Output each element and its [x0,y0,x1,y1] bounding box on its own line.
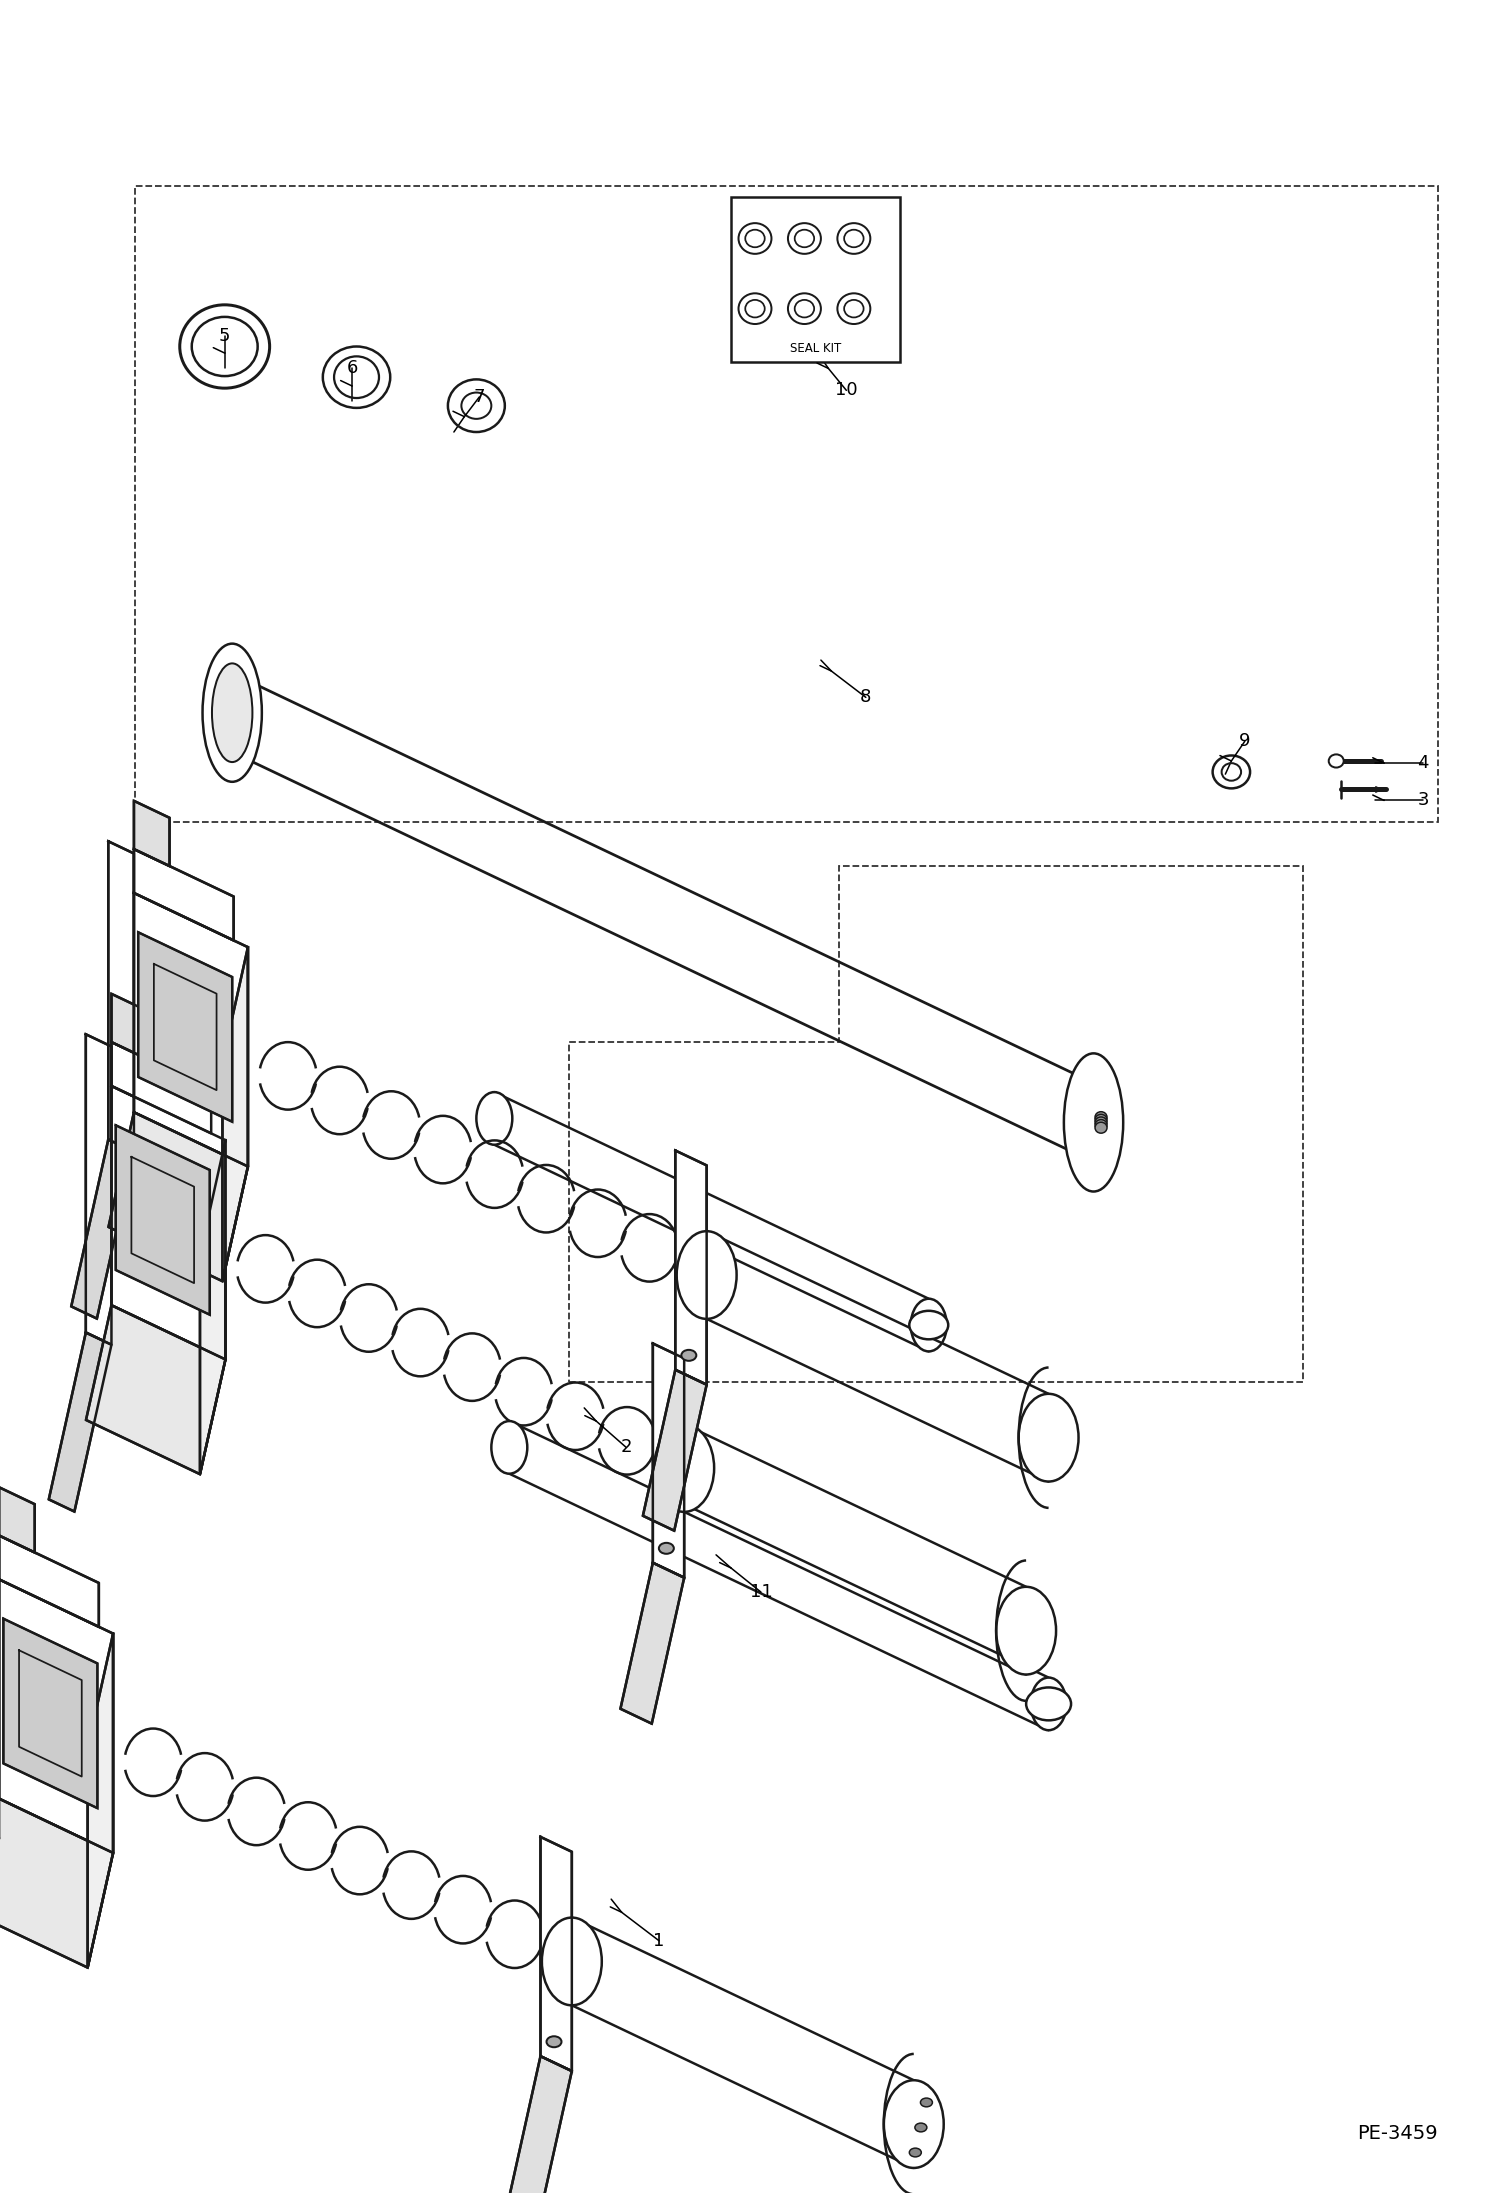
Ellipse shape [1095,1112,1107,1123]
Text: 5: 5 [219,327,231,344]
Ellipse shape [202,645,262,783]
Polygon shape [85,1035,111,1344]
Ellipse shape [1095,1116,1107,1127]
Text: 1: 1 [653,1932,665,1950]
Polygon shape [85,1305,225,1474]
Ellipse shape [996,1588,1056,1675]
Polygon shape [508,2057,572,2193]
Polygon shape [3,1618,97,1809]
Polygon shape [653,1344,685,1577]
Text: SEAL KIT: SEAL KIT [789,342,842,355]
Ellipse shape [677,1230,737,1318]
Polygon shape [0,1535,99,1627]
Text: 2: 2 [620,1439,632,1456]
Ellipse shape [909,1311,948,1340]
Ellipse shape [884,2081,944,2169]
Polygon shape [111,1042,211,1134]
Polygon shape [115,1125,210,1316]
Polygon shape [111,993,147,1059]
Polygon shape [541,1838,572,2070]
Text: PE-3459: PE-3459 [1357,2125,1438,2143]
Ellipse shape [655,1423,715,1511]
Polygon shape [87,1634,112,1967]
Ellipse shape [911,1298,947,1351]
Polygon shape [222,947,247,1281]
Polygon shape [138,932,232,1123]
Polygon shape [108,842,133,1151]
Polygon shape [676,1151,707,1384]
Text: 11: 11 [749,1583,773,1601]
Polygon shape [643,1371,707,1531]
Ellipse shape [1095,1114,1107,1125]
Ellipse shape [659,1544,674,1555]
Polygon shape [108,1112,247,1281]
Text: 10: 10 [834,382,858,399]
Polygon shape [72,1140,133,1318]
Ellipse shape [1095,1123,1107,1134]
Ellipse shape [1064,1053,1124,1191]
Polygon shape [0,1579,112,1853]
Ellipse shape [476,1092,512,1145]
Polygon shape [133,800,169,866]
Ellipse shape [915,2123,927,2132]
Ellipse shape [547,2037,562,2048]
Ellipse shape [213,662,252,761]
Polygon shape [199,1140,225,1474]
Text: 7: 7 [473,388,485,406]
Text: 4: 4 [1417,754,1429,772]
Ellipse shape [920,2099,932,2107]
Polygon shape [111,1086,225,1360]
Ellipse shape [491,1421,527,1474]
Polygon shape [0,1798,112,1967]
Ellipse shape [1031,1678,1067,1730]
Ellipse shape [1095,1121,1107,1132]
Text: 3: 3 [1417,792,1429,809]
Ellipse shape [1019,1395,1079,1482]
Ellipse shape [1329,754,1344,768]
Polygon shape [133,849,234,941]
Ellipse shape [542,1917,602,2004]
Polygon shape [133,893,247,1167]
Polygon shape [0,1487,34,1553]
Bar [135,186,1438,822]
Text: 9: 9 [1239,732,1251,750]
Ellipse shape [682,1351,697,1362]
Ellipse shape [909,2149,921,2158]
Bar [731,197,900,362]
Polygon shape [49,1333,111,1511]
Text: 8: 8 [860,689,872,706]
Text: 6: 6 [346,360,358,377]
Ellipse shape [1026,1686,1071,1719]
Polygon shape [620,1564,685,1724]
